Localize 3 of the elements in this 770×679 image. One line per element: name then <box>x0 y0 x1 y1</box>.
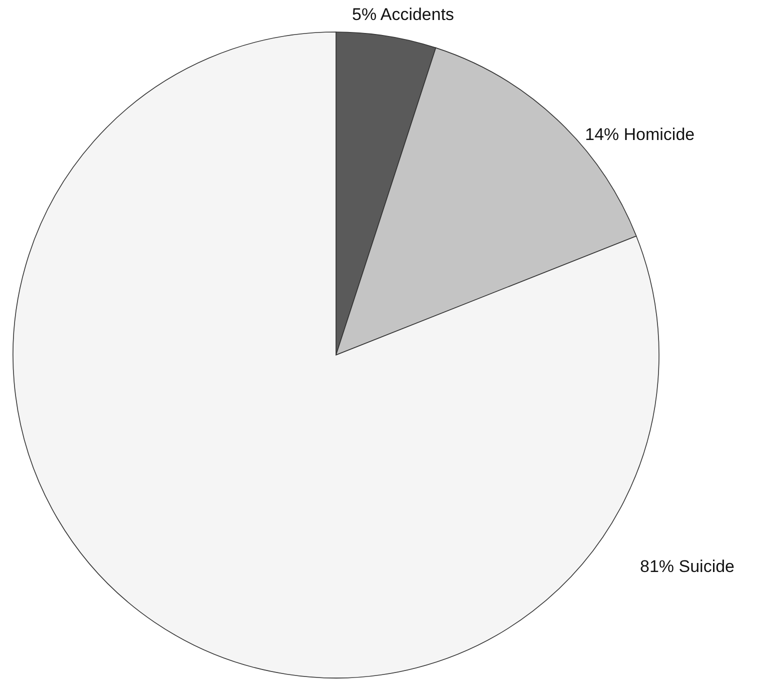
slice-label: 14% Homicide <box>585 125 695 144</box>
slice-label: 5% Accidents <box>352 5 454 24</box>
slice-label: 81% Suicide <box>640 557 735 576</box>
